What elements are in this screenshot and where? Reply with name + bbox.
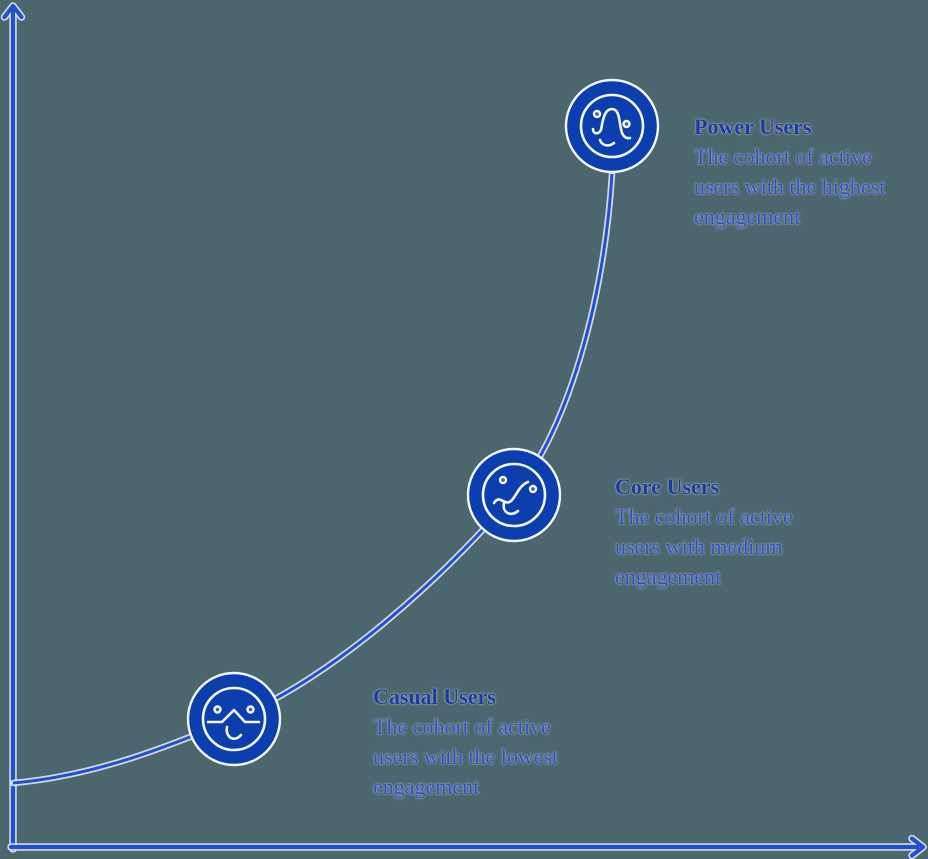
x-axis	[7, 834, 927, 859]
casual-users-description: The cohort of active users with the lowe…	[373, 714, 559, 799]
engagement-curve-line	[12, 173, 614, 785]
casual-users-title: Casual Users	[373, 684, 496, 709]
core-users-annotation: Core Users The cohort of active users wi…	[615, 472, 865, 592]
core-left-eye	[498, 475, 508, 485]
power-users-annotation: Power Users The cohort of active users w…	[694, 112, 928, 232]
power-face-feature	[591, 107, 632, 140]
casual-left-eye	[213, 705, 222, 714]
engagement-curve	[9, 170, 616, 787]
power-node-circle	[564, 78, 660, 174]
core-right-eye	[528, 484, 538, 494]
power-smile	[598, 138, 616, 147]
casual-face-ring	[201, 686, 267, 752]
core-face-ring	[481, 462, 547, 528]
core-user-face-icon	[466, 447, 562, 543]
casual-users-annotation: Casual Users The cohort of active users …	[373, 682, 623, 802]
power-user-face-icon	[564, 78, 660, 174]
power-face-ring	[579, 93, 645, 159]
core-smile	[502, 501, 520, 516]
arrow-up-icon	[2, 3, 24, 20]
power-left-eye	[592, 109, 602, 119]
arrow-right-icon	[909, 836, 926, 858]
casual-user-face-icon	[186, 671, 282, 767]
casual-right-eye	[246, 705, 255, 714]
core-users-title: Core Users	[615, 474, 720, 499]
casual-node-circle	[186, 671, 282, 767]
core-face-feature	[492, 480, 530, 505]
core-users-description: The cohort of active users with medium e…	[615, 504, 793, 589]
casual-smile	[225, 725, 243, 740]
power-right-eye	[622, 119, 631, 129]
casual-face-feature	[206, 708, 261, 724]
power-users-title: Power Users	[694, 114, 812, 139]
y-axis	[0, 2, 26, 853]
power-users-description: The cohort of active users with the high…	[694, 144, 886, 229]
